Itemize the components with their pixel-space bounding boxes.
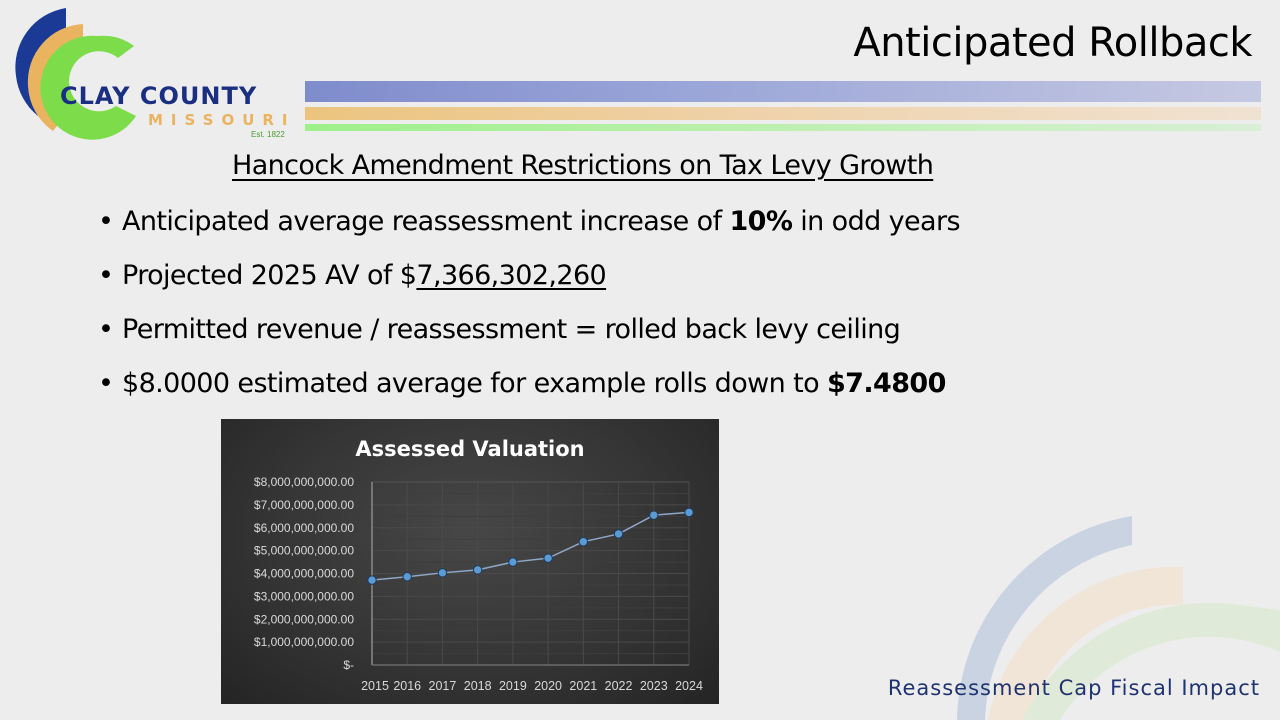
assessed-valuation-chart: Assessed Valuation $- $1,000,000,000.00 $2,…	[221, 419, 719, 704]
chart-title: Assessed Valuation	[355, 437, 584, 461]
data-point-marker	[402, 572, 412, 582]
y-tick-label: $1,000,000,000.00	[254, 635, 354, 649]
y-tick-label: $5,000,000,000.00	[254, 544, 354, 558]
data-point-marker	[472, 565, 483, 575]
data-point-marker	[437, 568, 448, 578]
bullet-icon: •	[98, 206, 114, 237]
bullet-list: • Anticipated average reassessment increa…	[98, 200, 961, 416]
series-line	[371, 511, 690, 581]
projected-av-value: 7,366,302,260	[416, 260, 607, 291]
data-point-marker	[613, 529, 624, 539]
footer-title: Reassessment Cap Fiscal Impact	[887, 676, 1260, 700]
line-chart-plot: Assessed Valuation $- $1,000,000,000.00 $2,…	[254, 437, 703, 693]
logo-name: CLAY COUNTY	[60, 82, 258, 110]
x-tick-label: 2017	[429, 679, 457, 693]
bullet-icon: •	[98, 314, 114, 345]
header-bar-blue	[305, 81, 1261, 102]
slide-subtitle: Hancock Amendment Restrictions on Tax Le…	[232, 150, 934, 181]
y-tick-label: $7,000,000,000.00	[254, 498, 354, 512]
data-point-marker	[367, 575, 377, 585]
increase-percent: 10%	[729, 206, 793, 237]
logo-arcs-icon	[15, 8, 136, 140]
y-tick-label: $8,000,000,000.00	[254, 475, 354, 489]
y-tick-label: $2,000,000,000.00	[254, 612, 354, 626]
slide-title: Anticipated Rollback	[853, 20, 1252, 66]
y-tick-label: $4,000,000,000.00	[254, 567, 354, 581]
x-tick-label: 2023	[640, 679, 668, 693]
bullet-levy-ceiling: • Permitted revenue / reassessment = roll…	[98, 308, 960, 362]
y-tick-label: $3,000,000,000.00	[254, 589, 354, 603]
x-tick-label: 2016	[393, 679, 421, 693]
data-point-marker	[508, 557, 518, 567]
x-tick-label: 2018	[464, 679, 492, 693]
bullet-icon: •	[98, 260, 114, 291]
data-point-marker	[543, 553, 553, 563]
data-point-marker	[578, 537, 589, 547]
y-tick-label: $-	[343, 658, 354, 672]
bullet-icon: •	[98, 368, 114, 399]
bullet-reassessment-increase: • Anticipated average reassessment increa…	[98, 200, 961, 254]
bullet-projected-av: • Projected 2025 AV of $7,366,302,260	[98, 254, 960, 308]
header-bar-orange	[305, 107, 1261, 120]
x-tick-label: 2020	[534, 679, 562, 693]
rollback-value: $7.4800	[827, 368, 946, 399]
x-tick-label: 2019	[499, 679, 527, 693]
x-tick-label: 2015	[361, 679, 389, 693]
clay-county-logo: CLAY COUNTY MISSOURI Est. 1822	[8, 6, 298, 146]
logo-established: Est. 1822	[251, 130, 285, 139]
x-tick-label: 2022	[605, 679, 633, 693]
data-point-marker	[684, 507, 694, 518]
data-point-marker	[649, 510, 659, 520]
x-tick-label: 2021	[569, 679, 597, 693]
header-bar-green	[305, 124, 1261, 131]
bullet-rollback-example: • $8.0000 estimated average for example r…	[98, 362, 960, 416]
logo-state: MISSOURI	[148, 111, 296, 129]
y-tick-label: $6,000,000,000.00	[254, 521, 354, 535]
x-tick-label: 2024	[675, 679, 703, 693]
